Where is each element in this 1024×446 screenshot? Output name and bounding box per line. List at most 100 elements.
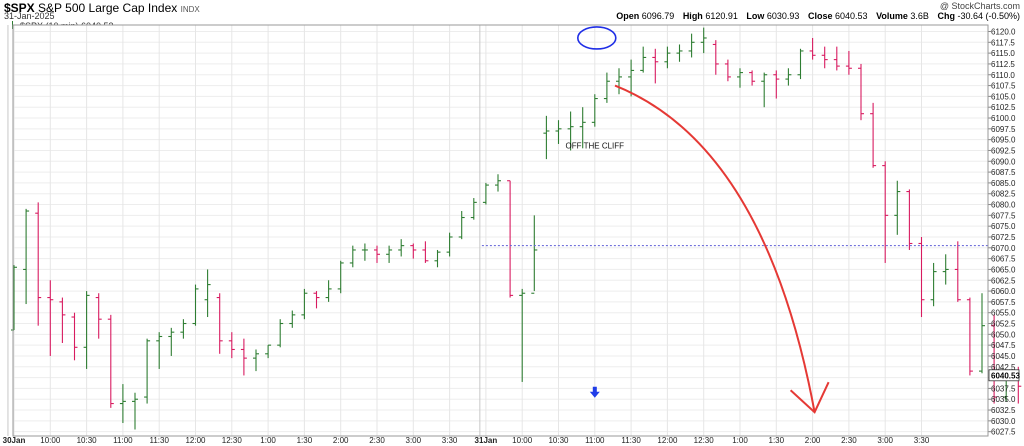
ohlc-bar (688, 33, 695, 58)
ohlc-bar (71, 312, 78, 361)
ohlc-bar (168, 327, 175, 356)
ohlc-bar (253, 349, 259, 372)
x-tick-label: 30Jan (3, 436, 26, 445)
y-tick-label: 6062.5 (991, 276, 1016, 285)
y-tick-label: 6117.5 (991, 38, 1015, 47)
y-tick-label: 6042.5 (991, 363, 1016, 372)
y-tick-label: 6090.0 (991, 157, 1016, 166)
ohlc-key: Close (807, 11, 833, 21)
ohlc-bar (482, 182, 489, 205)
ohlc-bar (543, 115, 550, 160)
y-tick-label: 6102.5 (991, 103, 1016, 112)
ohlc-bar (894, 180, 901, 235)
x-tick-label: 11:00 (113, 436, 133, 445)
axes: 6027.56030.06032.56035.06037.56040.06042… (3, 24, 1020, 445)
y-tick-label: 6027.5 (991, 428, 1016, 437)
ohlc-bar (265, 344, 272, 359)
y-tick-label: 6087.5 (991, 168, 1016, 177)
ohlc-bar (277, 319, 284, 348)
ohlc-bar (228, 332, 235, 359)
x-tick-label: 1:00 (260, 436, 276, 445)
y-tick-label: 6052.5 (991, 320, 1016, 329)
ohlc-bar (712, 40, 719, 75)
ohlc-bar (531, 215, 538, 294)
ohlc-bar (785, 68, 792, 86)
y-tick-label: 6085.0 (991, 179, 1016, 188)
y-tick-label: 6057.5 (991, 298, 1016, 307)
ohlc-bar (119, 384, 126, 424)
y-tick-label: 6037.5 (991, 384, 1016, 393)
x-tick-label: 12:00 (185, 436, 206, 445)
x-tick-label: 1:00 (732, 436, 748, 445)
y-tick-label: 6097.5 (991, 125, 1016, 134)
y-tick-label: 6112.5 (991, 60, 1015, 69)
ohlc-bar (809, 37, 816, 60)
y-tick-label: 6115.0 (991, 49, 1015, 58)
ohlc-bar (386, 245, 393, 263)
x-tick-label: 3:30 (914, 436, 930, 445)
ohlc-bar (628, 59, 635, 97)
y-tick-label: 6075.0 (991, 222, 1016, 231)
x-tick-label: 2:30 (841, 436, 857, 445)
ohlc-bar (773, 70, 780, 99)
ohlc-bar (918, 236, 925, 318)
ohlc-bar (240, 338, 247, 376)
ohlc-bar (664, 46, 671, 69)
ohlc-value: 6096.79 (641, 11, 675, 21)
ohlc-bar (954, 241, 961, 302)
y-tick-label: 6070.0 (991, 244, 1016, 253)
ohlc-bar (979, 293, 985, 374)
ohlc-bar (676, 44, 683, 62)
ohlc-bar (337, 260, 344, 294)
ohlc-bar (761, 72, 768, 108)
last-price-label: 6040.53 (991, 371, 1020, 380)
x-tick-label: 12:30 (222, 436, 243, 445)
ohlc-value: -30.64 (-0.50%) (957, 11, 1020, 21)
x-tick-label: 10:00 (512, 436, 533, 445)
x-tick-label: 1:30 (769, 436, 785, 445)
ohlc-bar (991, 314, 998, 404)
ohlc-bar (410, 243, 417, 259)
ohlc-bar (737, 68, 743, 88)
ohlc-bar (446, 232, 453, 257)
x-tick-label: 12:30 (694, 436, 715, 445)
ohlc-bar (361, 243, 368, 261)
ohlc-bar (83, 291, 90, 369)
ohlc-bar (192, 284, 199, 326)
ohlc-bar (833, 46, 840, 71)
plot-border (12, 24, 989, 437)
x-tick-label: 3:00 (406, 436, 422, 445)
down-arrow-marker (589, 386, 600, 398)
x-tick-label: 11:30 (149, 436, 169, 445)
y-tick-label: 6065.0 (991, 265, 1016, 274)
y-tick-label: 6105.0 (991, 92, 1016, 101)
y-tick-label: 6060.0 (991, 287, 1016, 296)
y-tick-label: 6080.0 (991, 201, 1016, 210)
x-tick-label: 2:30 (369, 436, 385, 445)
ohlc-bar (495, 174, 501, 192)
highlight-circle (576, 26, 617, 50)
y-tick-label: 6082.5 (991, 190, 1016, 199)
y-tick-label: 6067.5 (991, 255, 1016, 264)
y-tick-label: 6050.0 (991, 330, 1016, 339)
ohlc-bar (906, 189, 913, 250)
ohlc-bar (349, 245, 356, 268)
annotation-text: OFF THE CLIFF (566, 141, 625, 150)
x-tick-label: 10:00 (40, 436, 61, 445)
symbol-title: $SPX S&P 500 Large Cap Index INDX (4, 1, 200, 15)
cliff-arrow (614, 84, 816, 413)
y-tick-label: 6030.0 (991, 417, 1016, 426)
x-tick-label: 12:00 (657, 436, 678, 445)
ohlc-bar (301, 288, 308, 320)
ohlc-bar (204, 269, 211, 318)
ohlc-bar (374, 245, 380, 263)
ohlc-bar (616, 68, 622, 95)
ohlc-summary: Open 6096.79 High 6120.91 Low 6030.93 Cl… (616, 11, 1020, 21)
ohlc-key: Volume (876, 11, 908, 21)
ohlc-bar (700, 27, 707, 54)
ohlc-value: 3.6B (910, 11, 929, 21)
ohlc-bar (289, 310, 296, 328)
ohlc-bar (930, 262, 937, 307)
ohlc-key: Chg (937, 11, 955, 21)
y-tick-label: 6107.5 (991, 82, 1016, 91)
